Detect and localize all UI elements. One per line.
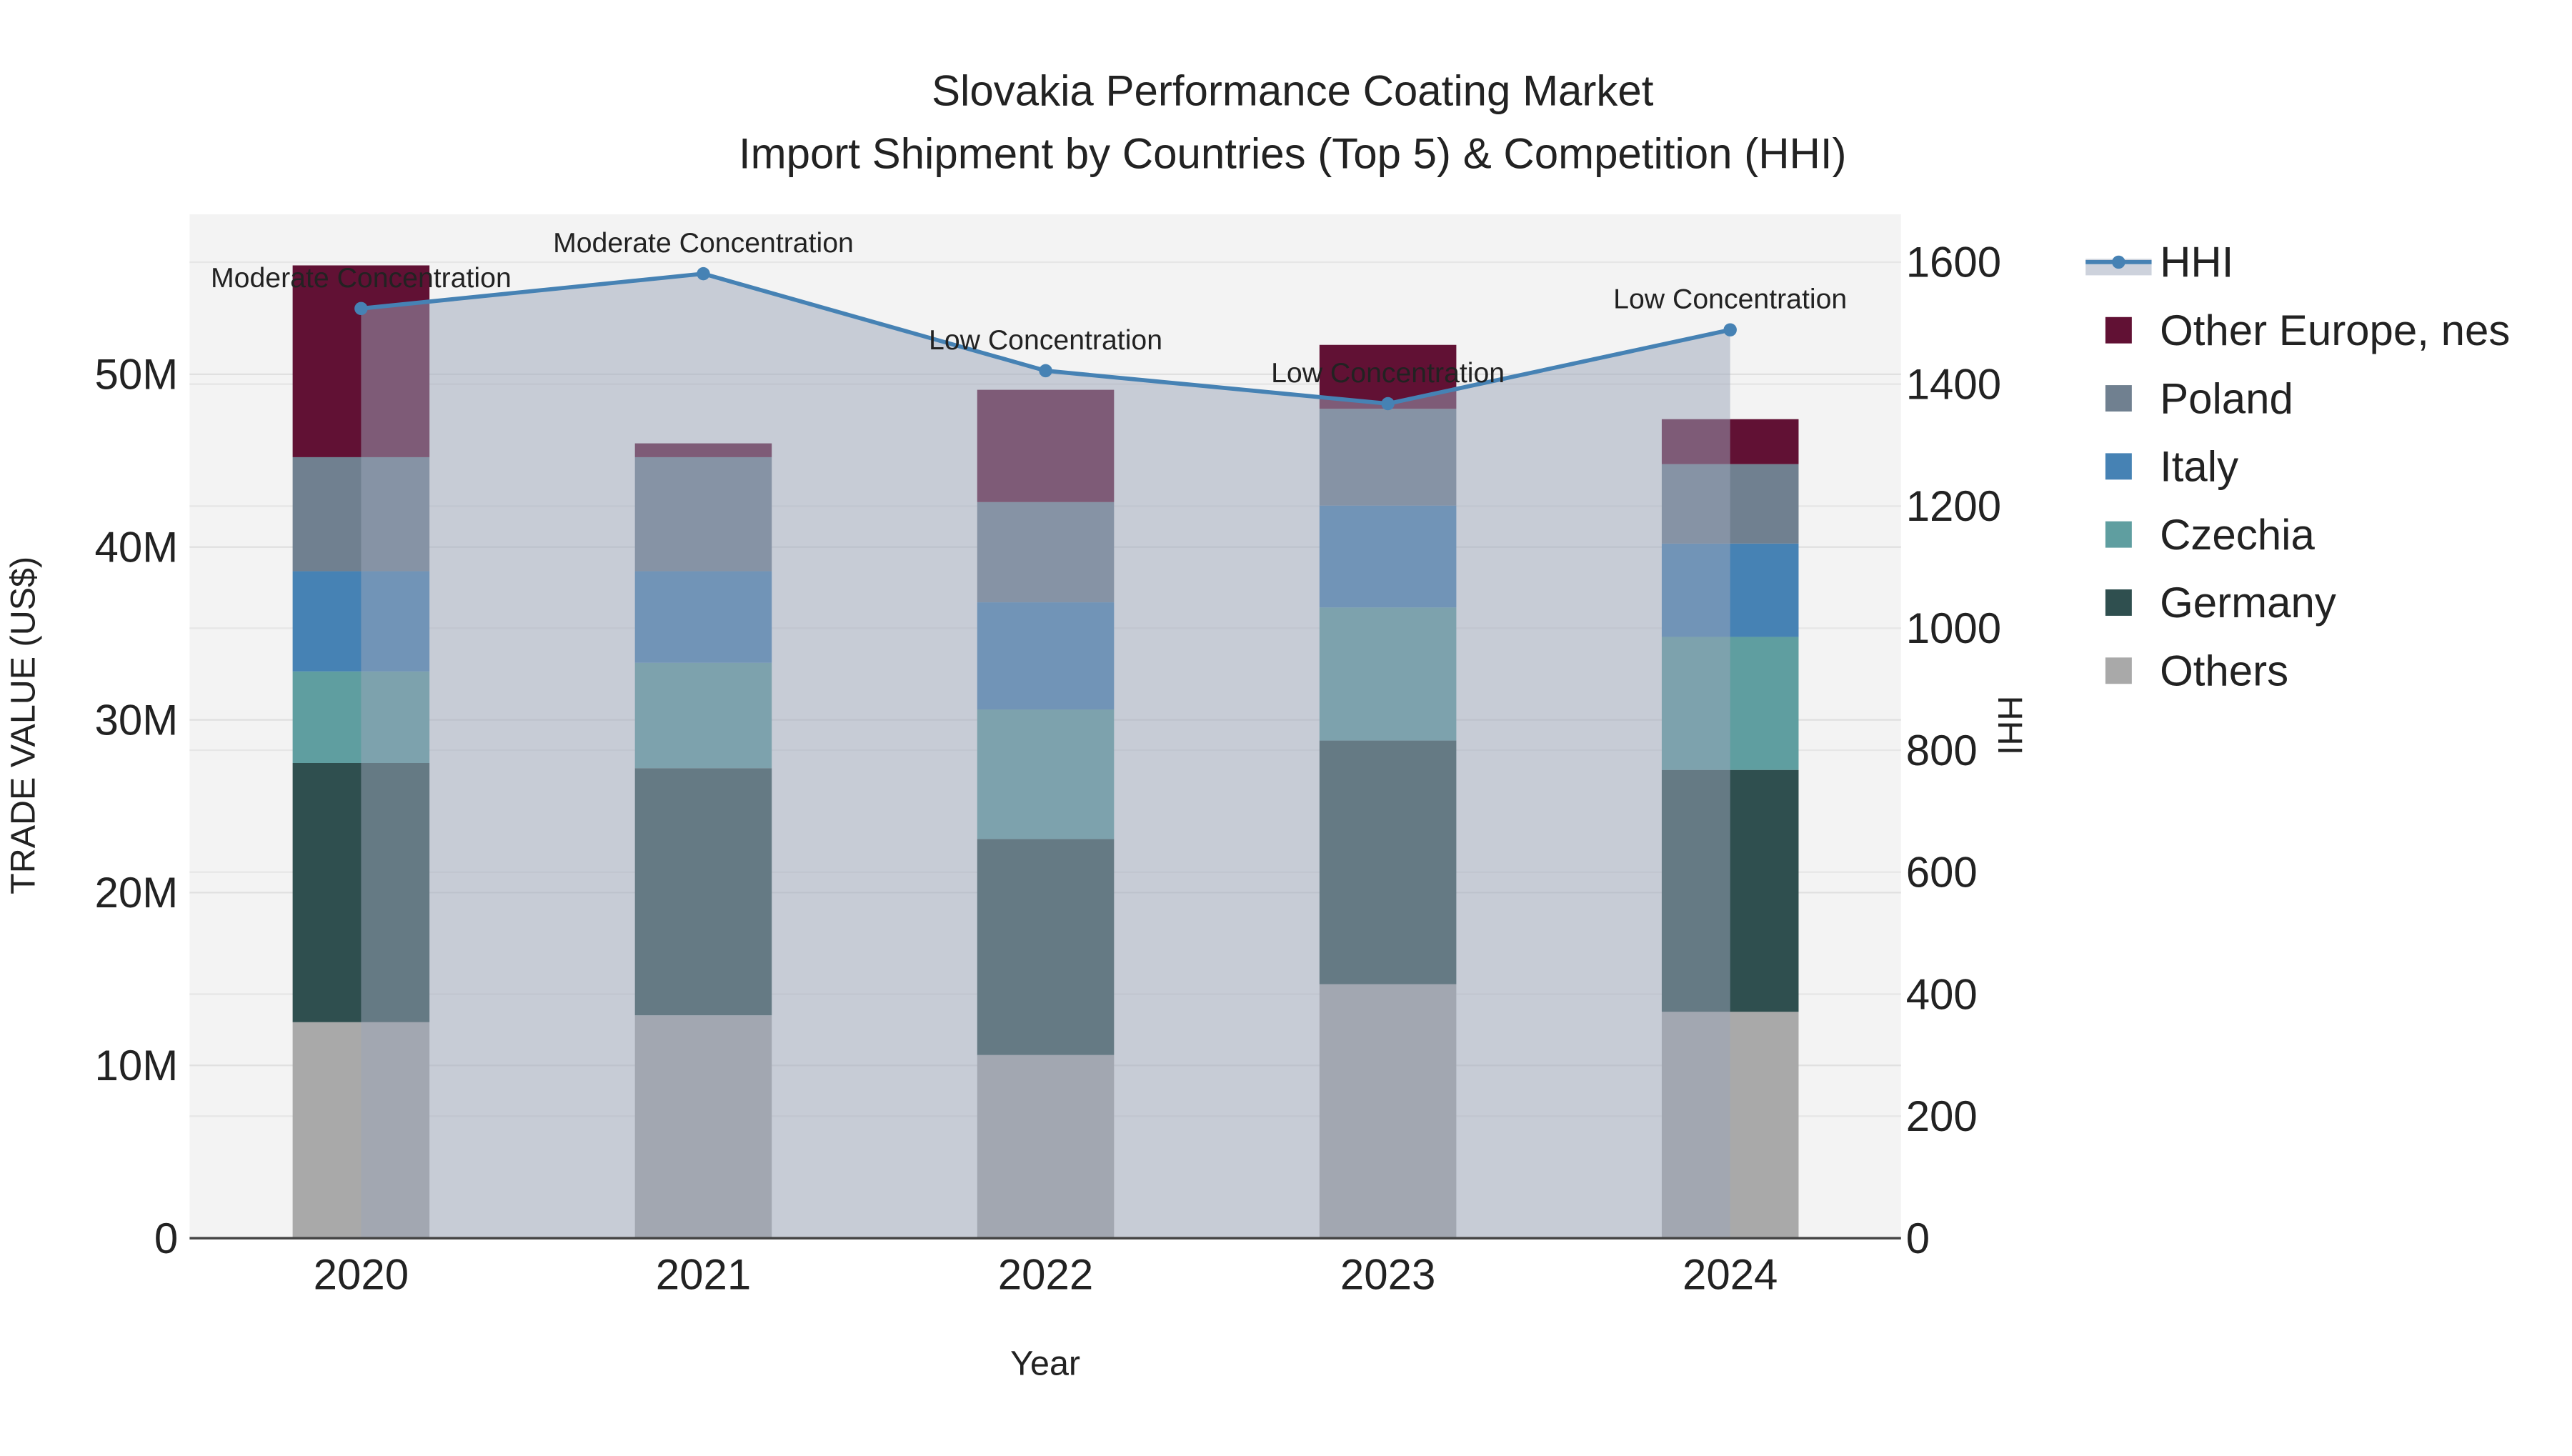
y2-tick-label: 1600 bbox=[1906, 239, 2001, 286]
legend-label: Others bbox=[2160, 647, 2288, 695]
y2-tick-label: 200 bbox=[1906, 1092, 1978, 1140]
hhi-point bbox=[1381, 397, 1395, 411]
x-axis-title: Year bbox=[1010, 1345, 1080, 1383]
y2-tick-label: 1400 bbox=[1906, 360, 2001, 408]
y-tick-label: 50M bbox=[95, 351, 179, 399]
legend-swatch bbox=[2105, 589, 2132, 616]
y-tick-label: 40M bbox=[95, 523, 179, 571]
legend-label: Italy bbox=[2160, 443, 2238, 491]
legend-label: Poland bbox=[2160, 374, 2293, 422]
y2-tick-label: 600 bbox=[1906, 849, 1978, 897]
legend-swatch bbox=[2105, 657, 2132, 684]
chart-title: Slovakia Performance Coating Market bbox=[932, 67, 1654, 115]
y2-tick-label: 1200 bbox=[1906, 482, 2001, 530]
hhi-annotation: Moderate Concentration bbox=[211, 262, 512, 294]
hhi-point bbox=[354, 301, 368, 316]
y2-tick-label: 1000 bbox=[1906, 604, 2001, 652]
x-tick-label: 2022 bbox=[998, 1251, 1093, 1299]
legend-label: Other Europe, nes bbox=[2160, 306, 2510, 354]
y-tick-label: 20M bbox=[95, 869, 179, 917]
legend-swatch bbox=[2105, 521, 2132, 548]
hhi-point bbox=[1039, 364, 1052, 378]
x-tick-label: 2020 bbox=[314, 1251, 409, 1299]
hhi-area bbox=[361, 274, 1730, 1239]
y-tick-label: 30M bbox=[95, 696, 179, 744]
hhi-annotation: Moderate Concentration bbox=[553, 227, 854, 259]
hhi-annotation: Low Concentration bbox=[929, 324, 1162, 356]
y2-tick-label: 0 bbox=[1906, 1215, 1930, 1262]
legend-swatch bbox=[2105, 385, 2132, 412]
y2-tick-label: 800 bbox=[1906, 727, 1978, 774]
legend-label: HHI bbox=[2160, 239, 2233, 286]
hhi-point bbox=[1723, 323, 1737, 336]
legend-label: Czechia bbox=[2160, 511, 2315, 559]
legend-swatch bbox=[2105, 453, 2132, 480]
chart-subtitle: Import Shipment by Countries (Top 5) & C… bbox=[739, 129, 1847, 177]
legend-label: Germany bbox=[2160, 579, 2336, 627]
x-tick-label: 2024 bbox=[1683, 1251, 1778, 1299]
y2-axis-title: HHI bbox=[1990, 696, 2029, 755]
hhi-point bbox=[697, 266, 710, 281]
y-tick-label: 0 bbox=[154, 1215, 178, 1262]
y-tick-label: 10M bbox=[95, 1042, 179, 1089]
hhi-annotation: Low Concentration bbox=[1271, 357, 1505, 389]
hhi-annotation: Low Concentration bbox=[1613, 284, 1847, 315]
y2-tick-label: 400 bbox=[1906, 970, 1978, 1018]
legend-swatch bbox=[2105, 316, 2132, 344]
x-tick-label: 2023 bbox=[1340, 1251, 1435, 1299]
x-tick-label: 2021 bbox=[656, 1251, 751, 1299]
y-axis-title: TRADE VALUE (US$) bbox=[4, 557, 42, 894]
legend-swatch-hhi-marker bbox=[2112, 255, 2125, 269]
